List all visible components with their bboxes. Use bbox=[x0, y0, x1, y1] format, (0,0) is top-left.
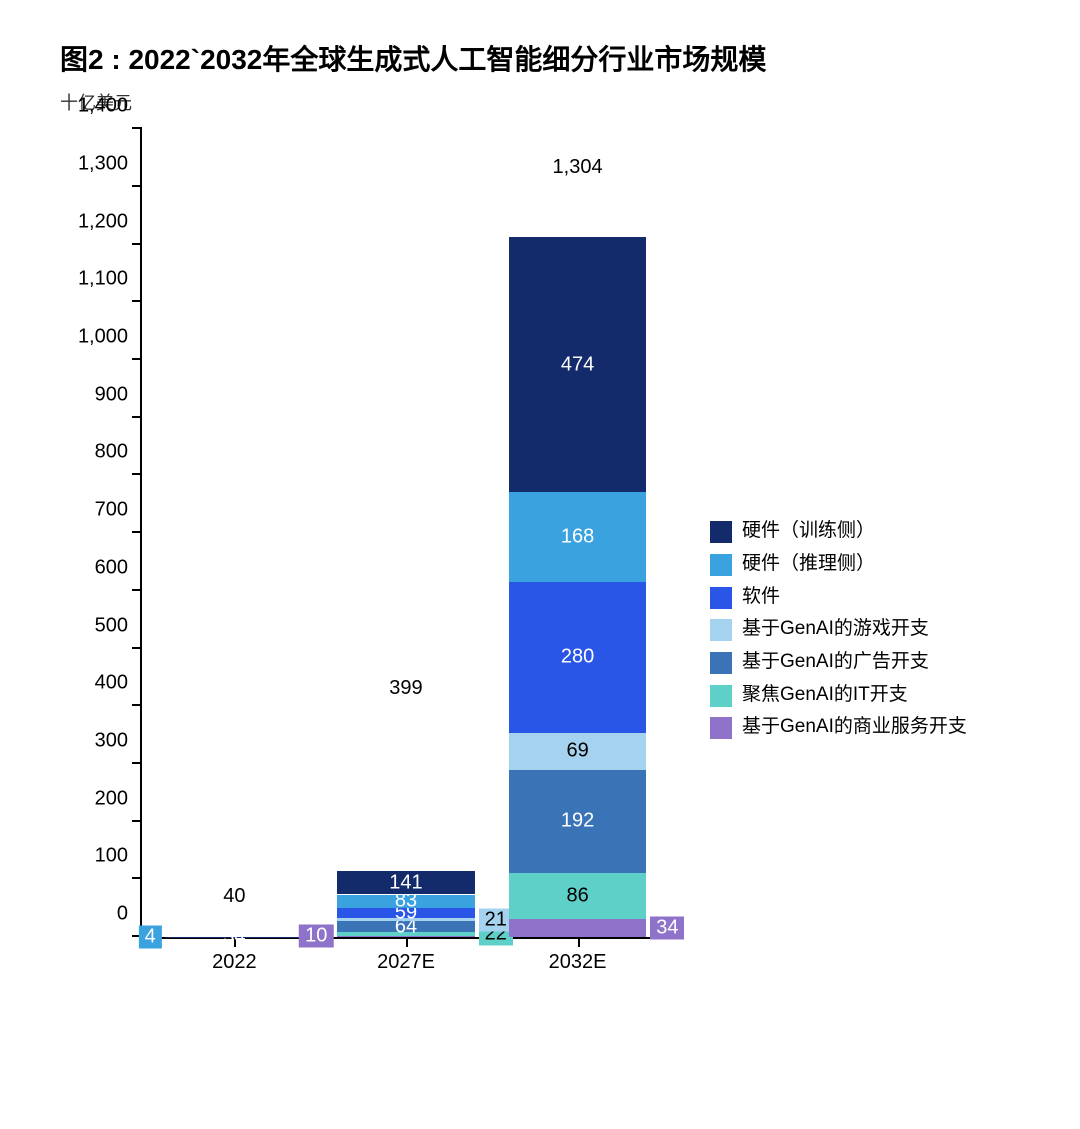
segment-value-label: 141 bbox=[389, 871, 422, 894]
legend-item: 硬件（推理侧） bbox=[710, 552, 1010, 577]
y-tick-label: 1,100 bbox=[78, 268, 142, 291]
y-tick-label: 0 bbox=[117, 903, 142, 926]
bar-segment: 69 bbox=[509, 733, 646, 770]
bar-segment: 141 bbox=[337, 871, 474, 894]
y-tick-label: 1,000 bbox=[78, 326, 142, 349]
bar-segment: 86 bbox=[509, 873, 646, 919]
y-tick bbox=[132, 820, 142, 822]
bar-group: 3486192692801684741,304 bbox=[509, 185, 646, 937]
y-tick bbox=[132, 473, 142, 475]
y-tick bbox=[132, 185, 142, 187]
legend-label: 硬件（训练侧） bbox=[742, 519, 875, 544]
bar-segment: 83 bbox=[337, 895, 474, 909]
y-tick-label: 1,400 bbox=[78, 95, 142, 118]
legend-item: 硬件（训练侧） bbox=[710, 519, 1010, 544]
legend-swatch bbox=[710, 619, 732, 641]
bar-segment: 280 bbox=[509, 582, 646, 732]
y-tick bbox=[132, 647, 142, 649]
legend-item: 基于GenAI的广告开支 bbox=[710, 650, 1010, 675]
y-tick-label: 400 bbox=[95, 672, 142, 695]
bar-segment: 168 bbox=[509, 492, 646, 582]
y-tick bbox=[132, 127, 142, 129]
y-tick-label: 600 bbox=[95, 556, 142, 579]
legend-swatch bbox=[710, 652, 732, 674]
legend-item: 聚焦GenAI的IT开支 bbox=[710, 683, 1010, 708]
segment-value-label: 474 bbox=[561, 353, 594, 376]
segment-value-label: 280 bbox=[561, 646, 594, 669]
legend-swatch bbox=[710, 587, 732, 609]
legend-swatch bbox=[710, 554, 732, 576]
legend-label: 基于GenAI的商业服务开支 bbox=[742, 715, 967, 740]
legend-label: 基于GenAI的游戏开支 bbox=[742, 617, 929, 642]
y-tick bbox=[132, 416, 142, 418]
y-tick-label: 800 bbox=[95, 441, 142, 464]
y-tick bbox=[132, 762, 142, 764]
legend-label: 聚焦GenAI的IT开支 bbox=[742, 683, 908, 708]
bar-segment: 474 bbox=[509, 237, 646, 492]
legend-item: 基于GenAI的游戏开支 bbox=[710, 617, 1010, 642]
legend-label: 软件 bbox=[742, 585, 780, 610]
y-tick-label: 700 bbox=[95, 499, 142, 522]
segment-value-label: 69 bbox=[566, 740, 588, 763]
bar-total-label: 40 bbox=[223, 885, 245, 914]
legend-swatch bbox=[710, 521, 732, 543]
y-tick-label: 1,200 bbox=[78, 210, 142, 233]
y-tick bbox=[132, 300, 142, 302]
y-tick bbox=[132, 358, 142, 360]
y-tick bbox=[132, 704, 142, 706]
chart-container: 0 100 200 300 400 500 600 700 800 900 1,000 1,100 1,… bbox=[60, 119, 1040, 999]
y-tick bbox=[132, 589, 142, 591]
legend-swatch bbox=[710, 685, 732, 707]
legend-item: 基于GenAI的商业服务开支 bbox=[710, 715, 1010, 740]
chart-area: 0 100 200 300 400 500 600 700 800 900 1,000 1,100 1,… bbox=[60, 119, 680, 999]
bar-segment: 34 bbox=[509, 919, 646, 937]
y-tick-label: 200 bbox=[95, 787, 142, 810]
legend-swatch bbox=[710, 717, 732, 739]
x-tick-label: 2032E bbox=[549, 937, 607, 974]
segment-value-label: 34 bbox=[650, 917, 684, 940]
segment-value-label: 192 bbox=[561, 810, 594, 833]
segment-value-label: 21 bbox=[479, 908, 513, 931]
x-tick-label: 2027E bbox=[377, 937, 435, 974]
segment-value-label: 34 bbox=[223, 925, 245, 948]
y-tick-label: 1,300 bbox=[78, 152, 142, 175]
bar-segment: 34 bbox=[166, 937, 303, 938]
bar-total-label: 399 bbox=[389, 677, 422, 706]
y-tick bbox=[132, 243, 142, 245]
bar-group: 102264215983141399 bbox=[337, 706, 474, 937]
chart-title: 图2 : 2022`2032年全球生成式人工智能细分行业市场规模 bbox=[60, 40, 1040, 79]
y-tick-label: 900 bbox=[95, 383, 142, 406]
y-axis-unit: 十亿美元 bbox=[60, 89, 1040, 115]
y-tick-label: 300 bbox=[95, 730, 142, 753]
legend-item: 软件 bbox=[710, 585, 1010, 610]
bar-segment: 192 bbox=[509, 770, 646, 873]
segment-value-label: 168 bbox=[561, 526, 594, 549]
legend-label: 硬件（推理侧） bbox=[742, 552, 875, 577]
y-tick bbox=[132, 877, 142, 879]
legend-label: 基于GenAI的广告开支 bbox=[742, 650, 929, 675]
y-tick-label: 100 bbox=[95, 845, 142, 868]
segment-value-label: 10 bbox=[299, 925, 333, 948]
plot-area: 01002003004005006007008009001,0001,1001,… bbox=[140, 129, 670, 939]
legend: 硬件（训练侧） 硬件（推理侧） 软件基于GenAI的游戏开支基于GenAI的广告开支… bbox=[710, 519, 1010, 748]
y-tick-label: 500 bbox=[95, 614, 142, 637]
segment-value-label: 4 bbox=[139, 926, 162, 949]
y-tick bbox=[132, 531, 142, 533]
bar-group: 143440 bbox=[166, 914, 303, 937]
bar-total-label: 1,304 bbox=[553, 156, 603, 185]
segment-value-label: 86 bbox=[566, 884, 588, 907]
